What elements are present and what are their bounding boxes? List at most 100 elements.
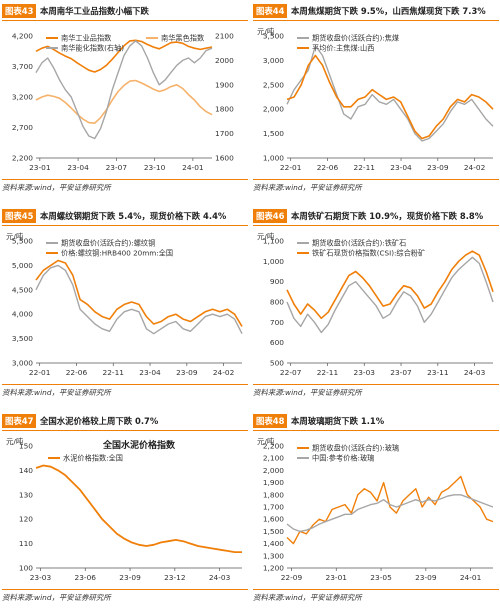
y-tick-label: 2,500 [263, 80, 284, 89]
y-tick-label: 2,000 [263, 105, 284, 114]
panel-title-bar: 图表43 本周南华工业品指数小幅下跌 [2, 2, 248, 21]
y-tick-label: 1,800 [263, 490, 284, 499]
y-tick-label: 3,700 [12, 62, 33, 71]
panel-title-bar: 图表47 全国水泥价格较上周下跌 0.7% [2, 412, 248, 431]
x-tick-label: 24-01 [460, 573, 482, 582]
x-tick-label: 23-04 [67, 163, 89, 172]
figure-title: 全国水泥价格较上周下跌 0.7% [40, 416, 159, 426]
y-tick-label: 4,000 [12, 310, 33, 319]
x-tick-label: 22-06 [66, 368, 88, 377]
y-tick-label: 110 [19, 539, 33, 548]
source-note: 资料来源:wind，平安证券研究所 [2, 179, 248, 193]
panel-title-bar: 图表48 本周玻璃期货下跌 1.1% [253, 412, 499, 431]
y-tick-label: 2,200 [263, 442, 284, 451]
legend-label: 南华黑色指数 [161, 34, 204, 43]
y-tick-label: 2,100 [263, 454, 284, 463]
x-tick-label: 22-07 [280, 368, 302, 377]
x-tick-label: 22-11 [354, 163, 376, 172]
y-tick-label: 100 [19, 564, 33, 573]
y-tick-label: 3,200 [12, 93, 33, 102]
y-tick-label: 120 [19, 515, 33, 524]
x-tick-label: 22-11 [103, 368, 125, 377]
y-tick-label: 1,900 [263, 478, 284, 487]
y-tick-label: 5,000 [12, 261, 33, 270]
series-line [286, 54, 494, 140]
x-tick-label: 22-09 [281, 573, 303, 582]
y-tick-label: 1,000 [263, 257, 284, 266]
source-note: 资料来源:wind，平安证券研究所 [2, 384, 248, 398]
y-tick-label: 1,200 [263, 564, 284, 573]
x-tick-label: 24-03 [464, 368, 486, 377]
source-note: 资料来源:wind，平安证券研究所 [253, 384, 499, 398]
panel-title-bar: 图表46 本周铁矿石期货下跌 10.9%，现货价格下跌 8.8% [253, 207, 499, 226]
x-tick-label: 23-04 [390, 163, 412, 172]
y2-tick-label: 1600 [215, 154, 234, 163]
chart-coking-coal: 元/吨 1,000 1,500 2,000 2,500 3,000 3,500 22-01 22… [257, 27, 494, 172]
figure-tag: 图表45 [2, 209, 37, 223]
y-tick-label: 1,100 [263, 237, 284, 246]
x-tick-label: 23-10 [144, 163, 166, 172]
figure-tag: 图表47 [2, 414, 37, 428]
panel-48: 图表48 本周玻璃期货下跌 1.1% 元/吨 1,200 1,300 1,400 1,5… [253, 412, 499, 609]
x-tick-label: 23-06 [75, 573, 97, 582]
chart-nanhua-index: 2,200 2,700 3,200 3,700 4,200 1600 1700 1800 190… [12, 32, 234, 173]
legend-label: 南华能化指数(右轴) [61, 44, 124, 53]
legend-label: 期货收盘价(活跃合约):铁矿石 [312, 239, 406, 248]
x-tick-label: 23-07 [106, 163, 128, 172]
y-tick-label: 1,300 [263, 551, 284, 560]
figure-title: 本周焦煤期货下跌 9.5%，山西焦煤现货下跌 7.3% [291, 6, 486, 16]
panel-47: 图表47 全国水泥价格较上周下跌 0.7% 元/吨 全国水泥价格指数 100 110 1… [2, 412, 248, 609]
legend-label: 期货收盘价(活跃合约):螺纹钢 [61, 239, 155, 248]
source-note: 资料来源:wind，平安证券研究所 [253, 179, 499, 193]
panel-46: 图表46 本周铁矿石期货下跌 10.9%，现货价格下跌 8.8% 元/吨 500 6… [253, 207, 499, 404]
figure-tag: 图表48 [253, 414, 288, 428]
panel-45: 图表45 本周螺纹钢期货下跌 5.4%，现货价格下跌 4.4% 元/吨 3,000… [2, 207, 248, 404]
y-unit-label: 元/吨 [257, 437, 275, 446]
y-tick-label: 700 [270, 318, 284, 327]
series-line [35, 79, 213, 124]
panel-44: 图表44 本周焦煤期货下跌 9.5%，山西焦煤现货下跌 7.3% 元/吨 1,00… [253, 2, 499, 199]
y2-tick-label: 1800 [215, 105, 234, 114]
y-tick-label: 4,200 [12, 32, 33, 41]
legend-label: 水泥价格指数:全国 [63, 454, 123, 463]
y-unit-label: 元/吨 [257, 27, 275, 36]
x-tick-label: 24-02 [464, 163, 485, 172]
x-tick-label: 23-12 [164, 573, 185, 582]
figure-title: 本周南华工业品指数小幅下跌 [40, 6, 149, 16]
x-tick-label: 23-03 [30, 573, 52, 582]
y-tick-label: 800 [270, 298, 284, 307]
source-note: 资料来源:wind，平安证券研究所 [2, 589, 248, 603]
x-tick-label: 23-09 [415, 573, 437, 582]
x-tick-label: 22-01 [280, 163, 302, 172]
figure-title: 本周玻璃期货下跌 1.1% [291, 416, 385, 426]
series-line [286, 475, 494, 545]
x-tick-label: 23-07 [390, 368, 412, 377]
y-tick-label: 5,500 [12, 237, 33, 246]
x-tick-label: 23-04 [139, 368, 161, 377]
inner-chart-title: 全国水泥价格指数 [102, 439, 176, 451]
y-unit-label: 元/吨 [6, 437, 24, 446]
y2-tick-label: 1700 [215, 129, 234, 138]
figure-tag: 图表44 [253, 4, 288, 18]
x-tick-label: 22-01 [29, 368, 51, 377]
figure-tag: 图表43 [2, 4, 37, 18]
legend-label: 铁矿石现货价格指数(CSI):综合粉矿 [312, 249, 425, 258]
x-tick-label: 23-11 [427, 368, 449, 377]
figure-tag: 图表46 [253, 209, 288, 223]
figure-title: 本周螺纹钢期货下跌 5.4%，现货价格下跌 4.4% [40, 211, 227, 221]
y-tick-label: 4,500 [12, 285, 33, 294]
y-tick-label: 3,500 [263, 32, 284, 41]
y-tick-label: 1,000 [263, 154, 284, 163]
y-tick-label: 130 [19, 490, 33, 499]
chart-rebar: 元/吨 3,000 3,500 4,000 4,500 5,000 5,500 22-01 22… [6, 232, 243, 377]
y-tick-label: 3,000 [12, 359, 33, 368]
y2-tick-label: 2100 [215, 32, 234, 41]
y-tick-label: 1,500 [263, 527, 284, 536]
x-tick-label: 23-09 [427, 163, 449, 172]
x-tick-label: 23-03 [354, 368, 376, 377]
x-tick-label: 24-03 [209, 573, 231, 582]
series-line [286, 45, 494, 142]
y-tick-label: 1,600 [263, 515, 284, 524]
y2-tick-label: 1900 [215, 80, 234, 89]
x-tick-label: 23-05 [370, 573, 392, 582]
